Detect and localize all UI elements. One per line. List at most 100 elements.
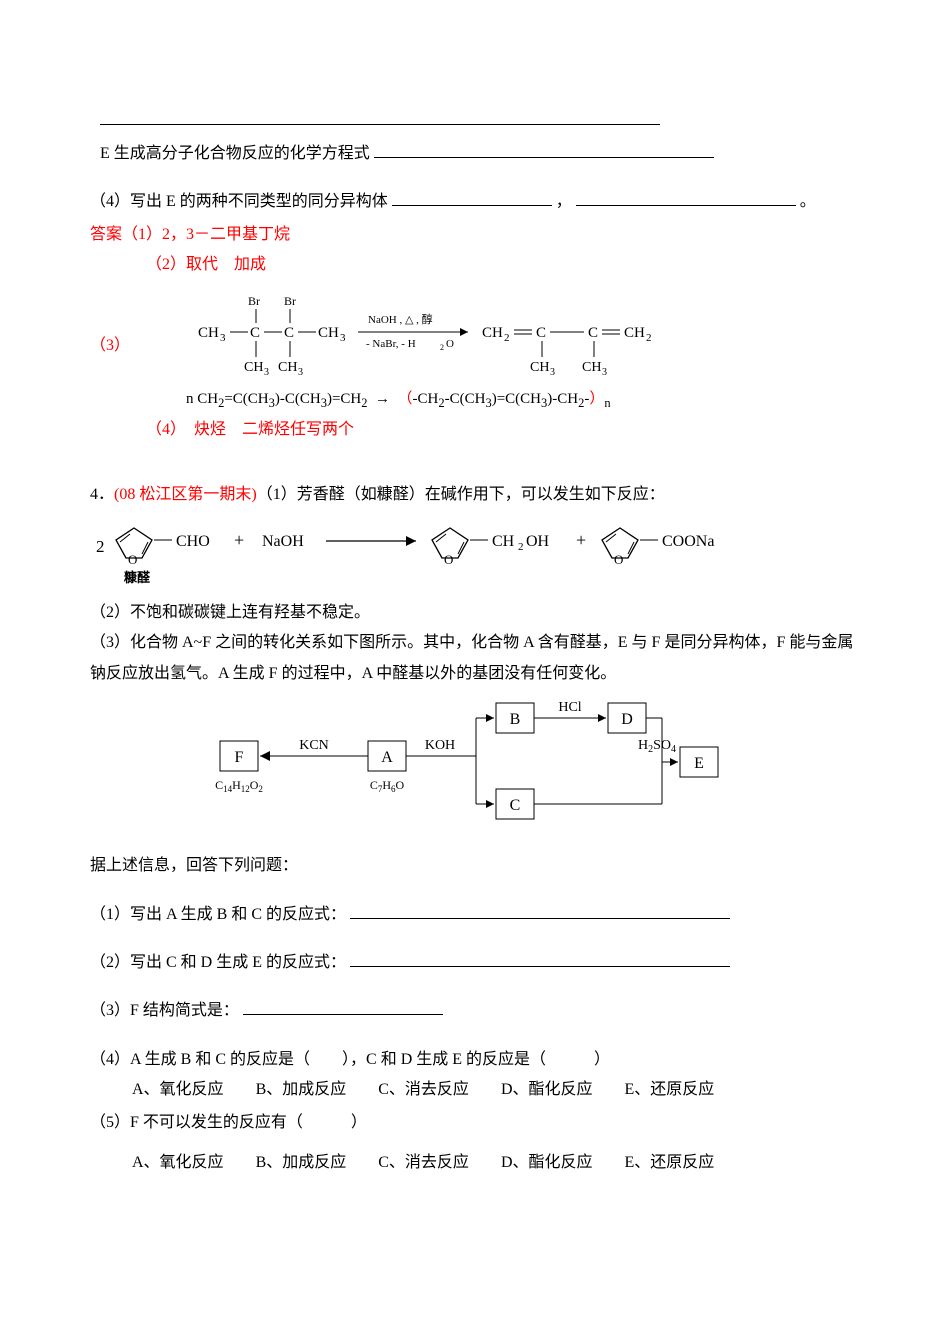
p4-q4-choices: A、氧化反应 B、加成反应 C、消去反应 D、酯化反应 E、还原反应 [90,1075,855,1105]
svg-text:C: C [588,325,598,341]
svg-text:B: B [510,711,521,728]
e-polymer-label: E 生成高分子化合物反应的化学方程式 [100,145,370,162]
svg-text:+: + [234,530,244,550]
svg-text:糠醛: 糠醛 [123,570,151,585]
p4-q5-choices: A、氧化反应 B、加成反应 C、消去反应 D、酯化反应 E、还原反应 [90,1148,855,1178]
svg-text:OH: OH [526,533,550,550]
p4-header: 4．(08 松江区第一期末)（1）芳香醛（如糠醛）在碱作用下，可以发生如下反应： [90,480,855,510]
choice-a: A、氧化反应 [132,1148,224,1178]
flowchart-svg: F C14H12O2 A C7H6O B C D E KCN KOH [200,693,740,833]
p4-q2-label: （2）写出 C 和 D 生成 E 的反应式： [90,954,346,971]
answer-line1: 答案（1）2，3－二甲基丁烷 [90,220,855,250]
svg-text:NaOH , △ , 醇: NaOH , △ , 醇 [368,312,433,326]
answer-prefix: 答案 [90,226,122,243]
period: 。 [800,193,816,210]
svg-text:KOH: KOH [425,738,455,753]
svg-text:F: F [235,749,244,766]
svg-text:3: 3 [602,367,607,378]
p4-q1-blank [350,902,730,919]
svg-text:D: D [621,711,633,728]
svg-text:C: C [284,325,294,341]
p4-source: (08 松江区第一期末) [114,486,257,503]
svg-text:C7H6O: C7H6O [370,778,405,794]
svg-text:CH: CH [624,325,645,341]
q4-blank1 [392,189,552,206]
p4-q5: （5）F 不可以发生的反应有（ ） [90,1108,855,1138]
choice-e: E、还原反应 [625,1148,715,1178]
choice-d: D、酯化反应 [501,1075,593,1105]
svg-text:2: 2 [518,541,524,553]
p4-q4: （4）A 生成 B 和 C 的反应是（ ），C 和 D 生成 E 的反应是（ ） [90,1045,855,1075]
choice-b: B、加成反应 [256,1148,347,1178]
svg-text:2: 2 [646,332,652,344]
comma: ， [556,193,572,210]
p4-q3-blank [243,998,443,1015]
svg-text:E: E [694,755,704,772]
svg-text:NaOH: NaOH [262,533,304,550]
p4-header-rest: （1）芳香醛（如糠醛）在碱作用下，可以发生如下反应： [257,486,665,503]
svg-text:3: 3 [220,332,226,344]
q4-isomer-line: （4）写出 E 的两种不同类型的同分异构体 ， 。 [90,187,855,217]
svg-text:- NaBr, - H: - NaBr, - H [366,338,416,350]
svg-text:O: O [444,552,453,567]
choice-c: C、消去反应 [378,1075,469,1105]
svg-text:CH: CH [278,360,297,375]
svg-text:CH: CH [198,325,219,341]
svg-text:O: O [446,338,454,350]
choice-a: A、氧化反应 [132,1075,224,1105]
choice-d: D、酯化反应 [501,1148,593,1178]
svg-text:CH: CH [482,325,503,341]
svg-text:C: C [536,325,546,341]
svg-text:Br: Br [248,294,260,308]
p4-note2: （2）不饱和碳碳键上连有羟基不稳定。 [90,598,855,628]
choice-b: B、加成反应 [256,1075,347,1105]
svg-text:C14H12O2: C14H12O2 [215,778,263,794]
svg-text:O: O [128,552,137,567]
choice-c: C、消去反应 [378,1148,469,1178]
answer-a1: （1）2，3－二甲基丁烷 [122,226,290,243]
svg-text:CH: CH [530,360,549,375]
answer-a4: （4） 炔烃 二烯烃任写两个 [90,415,855,445]
svg-text:KCN: KCN [299,738,329,753]
p4-number: 4． [90,486,114,503]
choice-e: E、还原反应 [625,1075,715,1105]
svg-text:CH: CH [582,360,601,375]
p4-q3: （3）F 结构简式是： [90,996,855,1026]
answer-a2: （2）取代 加成 [90,250,855,280]
svg-text:HCl: HCl [558,700,581,715]
svg-text:CH: CH [492,533,515,550]
reaction-structure-svg: CH3 C C CH3 Br Br CH3 CH3 Na [198,285,758,381]
p4-q2-blank [350,950,730,967]
e-polymer-blank [374,141,714,158]
svg-text:C: C [250,325,260,341]
svg-text:2: 2 [96,537,105,556]
svg-text:2: 2 [504,332,510,344]
svg-text:3: 3 [550,367,555,378]
p4-q1-label: （1）写出 A 生成 B 和 C 的反应式： [90,906,346,923]
q4-isomer-label: （4）写出 E 的两种不同类型的同分异构体 [90,193,388,210]
p4-q1: （1）写出 A 生成 B 和 C 的反应式： [90,900,855,930]
furfural-reaction-svg: 2 O CHO 糠醛 + NaOH O CH2OH + O [90,514,830,594]
svg-text:CH: CH [244,360,263,375]
p4-followup: 据上述信息，回答下列问题： [90,851,855,881]
svg-text:O: O [614,552,623,567]
answer-block: 答案（1）2，3－二甲基丁烷 （2）取代 加成 （3） CH3 C C CH3 … [90,220,855,446]
q4-blank2 [576,189,796,206]
answer-a3-poly: n CH2=C(CH3)-C(CH3)=CH2 → （-CH2-C(CH3)=C… [90,385,855,416]
svg-text:3: 3 [298,367,303,378]
p4-note3: （3）化合物 A~F 之间的转化关系如下图所示。其中，化合物 A 含有醛基，E … [90,628,855,689]
svg-text:3: 3 [340,332,346,344]
svg-text:H2SO4: H2SO4 [638,738,676,755]
blank-line-long [100,110,660,125]
svg-text:CHO: CHO [176,533,210,550]
svg-text:3: 3 [264,367,269,378]
p4-q2: （2）写出 C 和 D 生成 E 的反应式： [90,948,855,978]
svg-text:Br: Br [284,294,296,308]
svg-text:C: C [510,797,521,814]
svg-text:2: 2 [440,343,444,352]
answer-a3-label: （3） [90,331,130,361]
e-polymer-line: E 生成高分子化合物反应的化学方程式 [90,139,855,169]
svg-text:CH: CH [318,325,339,341]
p4-q3-label: （3）F 结构简式是： [90,1002,239,1019]
svg-text:COONa: COONa [662,533,714,550]
